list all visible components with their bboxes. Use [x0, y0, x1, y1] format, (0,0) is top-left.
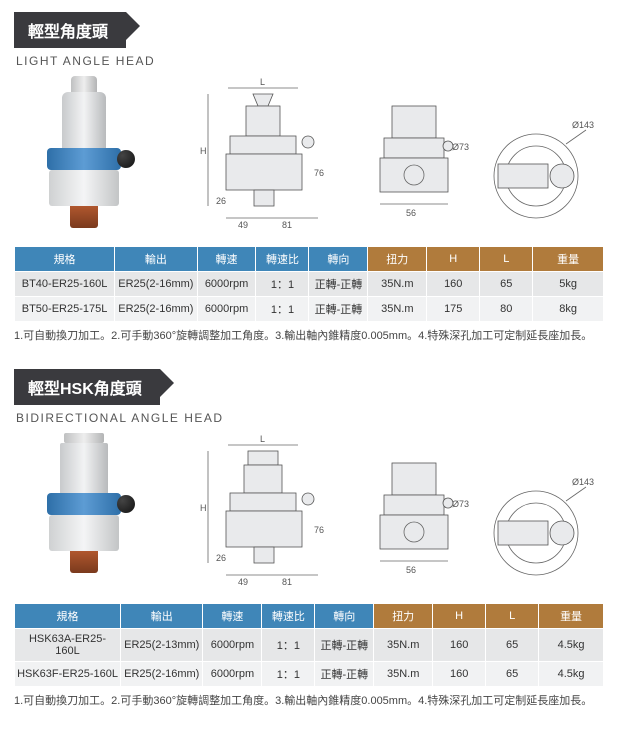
section-light-angle-head: 輕型角度頭 LIGHT ANGLE HEAD L H 76 26 49 [14, 12, 604, 345]
svg-text:81: 81 [282, 577, 292, 587]
svg-text:Ø73: Ø73 [452, 499, 469, 509]
table-row: HSK63F-ER25-160LER25(2-16mm)6000rpm1：1正轉… [15, 661, 604, 686]
svg-text:Ø143: Ø143 [572, 477, 594, 487]
table-header: 轉速 [197, 247, 256, 272]
section1-figures: L H 76 26 49 81 Ø73 56 [14, 76, 604, 236]
table-header: 輸出 [121, 603, 203, 628]
svg-text:56: 56 [406, 565, 416, 575]
svg-text:26: 26 [216, 553, 226, 563]
table-row: BT40-ER25-160LER25(2-16mm)6000rpm1：1正轉-正… [15, 272, 604, 297]
table-header: H [427, 247, 480, 272]
section1-footnote: 1.可自動換刀加工。2.可手動360°旋轉調整加工角度。3.輸出軸內錐精度0.0… [14, 328, 604, 345]
table-header: 轉向 [309, 247, 368, 272]
section2-table: 規格輸出轉速轉速比轉向扭力HL重量 HSK63A-ER25-160LER25(2… [14, 603, 604, 687]
section1-drawing-side: Ø73 56 [362, 76, 472, 236]
svg-text:76: 76 [314, 168, 324, 178]
section2-drawing-front: L H 76 26 49 81 [168, 433, 348, 593]
table-header: L [486, 603, 539, 628]
svg-text:Ø73: Ø73 [452, 142, 469, 152]
section2-drawing-end: Ø143 [486, 473, 596, 593]
svg-text:Ø143: Ø143 [572, 120, 594, 130]
section1-title-en: LIGHT ANGLE HEAD [16, 54, 604, 68]
table-header: 規格 [15, 603, 121, 628]
section1-drawing-front: L H 76 26 49 81 [168, 76, 348, 236]
section1-title-cn: 輕型角度頭 [14, 12, 126, 48]
svg-text:H: H [200, 503, 207, 513]
table-header: L [480, 247, 533, 272]
svg-text:L: L [260, 434, 265, 444]
table-header: 轉速比 [256, 247, 309, 272]
section1-drawing-end: Ø143 [486, 116, 596, 236]
section2-photo [14, 433, 154, 593]
svg-text:H: H [200, 146, 207, 156]
svg-text:26: 26 [216, 196, 226, 206]
section2-title-cn: 輕型HSK角度頭 [14, 369, 160, 405]
table-header: 扭力 [374, 603, 433, 628]
section2-footnote: 1.可自動換刀加工。2.可手動360°旋轉調整加工角度。3.輸出軸內錐精度0.0… [14, 693, 604, 710]
svg-text:49: 49 [238, 577, 248, 587]
table-header: H [433, 603, 486, 628]
svg-text:76: 76 [314, 525, 324, 535]
svg-text:81: 81 [282, 220, 292, 230]
table-header: 輸出 [115, 247, 197, 272]
section2-drawing-side: Ø73 56 [362, 433, 472, 593]
table-header: 規格 [15, 247, 115, 272]
table-header: 扭力 [368, 247, 427, 272]
table-header: 轉速比 [262, 603, 315, 628]
section1-photo [14, 76, 154, 236]
table-header: 轉向 [315, 603, 374, 628]
table-row: HSK63A-ER25-160LER25(2-13mm)6000rpm1：1正轉… [15, 628, 604, 661]
table-header: 重量 [533, 247, 604, 272]
section2-figures: L H 76 26 49 81 Ø73 56 [14, 433, 604, 593]
section-hsk-angle-head: 輕型HSK角度頭 BIDIRECTIONAL ANGLE HEAD L H 76… [14, 369, 604, 710]
svg-text:L: L [260, 77, 265, 87]
section1-table: 規格輸出轉速轉速比轉向扭力HL重量 BT40-ER25-160LER25(2-1… [14, 246, 604, 322]
table-header: 轉速 [203, 603, 262, 628]
table-row: BT50-ER25-175LER25(2-16mm)6000rpm1：1正轉-正… [15, 297, 604, 322]
section2-title-en: BIDIRECTIONAL ANGLE HEAD [16, 411, 604, 425]
table-header: 重量 [539, 603, 604, 628]
svg-text:56: 56 [406, 208, 416, 218]
svg-text:49: 49 [238, 220, 248, 230]
